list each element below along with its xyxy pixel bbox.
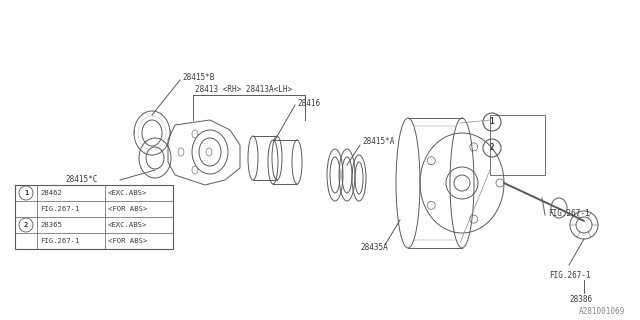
Bar: [15, 185, 173, 249]
Text: 1: 1: [490, 117, 494, 126]
Text: 28435A: 28435A: [360, 244, 388, 252]
Text: 28413 <RH> 28413A<LH>: 28413 <RH> 28413A<LH>: [195, 84, 292, 93]
Text: FIG.267-1: FIG.267-1: [40, 206, 79, 212]
Text: 2: 2: [490, 143, 494, 153]
Text: 28365: 28365: [40, 222, 62, 228]
Text: FIG.267-1: FIG.267-1: [40, 238, 79, 244]
Text: 1: 1: [24, 190, 28, 196]
Text: A281001069: A281001069: [579, 308, 625, 316]
Text: <EXC.ABS>: <EXC.ABS>: [108, 190, 147, 196]
Text: 28416: 28416: [297, 99, 320, 108]
Text: 28462: 28462: [40, 190, 62, 196]
Text: 28386: 28386: [569, 295, 592, 305]
Bar: [490, 115, 545, 175]
Text: 2: 2: [24, 222, 28, 228]
Text: <FOR ABS>: <FOR ABS>: [108, 206, 147, 212]
Text: FIG.267-1: FIG.267-1: [548, 209, 589, 218]
Text: 28415*A: 28415*A: [362, 138, 394, 147]
Text: <FOR ABS>: <FOR ABS>: [108, 238, 147, 244]
Text: 28415*B: 28415*B: [182, 74, 214, 83]
Text: 28415*C: 28415*C: [65, 174, 97, 183]
Text: <EXC.ABS>: <EXC.ABS>: [108, 222, 147, 228]
Text: FIG.267-1: FIG.267-1: [549, 270, 591, 279]
